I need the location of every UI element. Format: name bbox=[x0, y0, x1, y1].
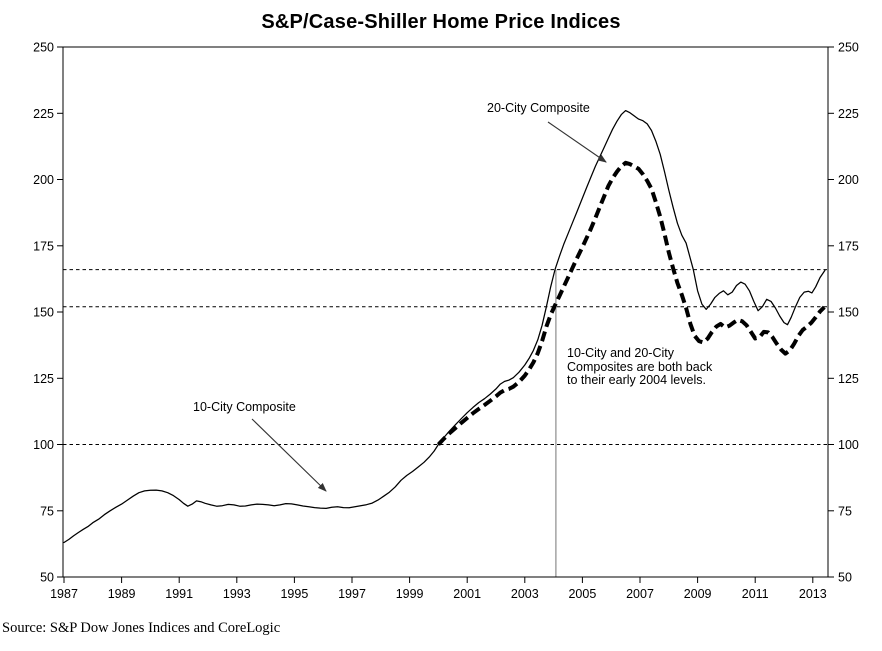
svg-text:1997: 1997 bbox=[338, 587, 366, 601]
svg-text:1993: 1993 bbox=[223, 587, 251, 601]
svg-text:200: 200 bbox=[838, 173, 859, 187]
svg-text:50: 50 bbox=[838, 571, 852, 585]
svg-text:100: 100 bbox=[33, 438, 54, 452]
svg-text:75: 75 bbox=[838, 504, 852, 518]
svg-text:2009: 2009 bbox=[684, 587, 712, 601]
annotation-arrows bbox=[251, 121, 607, 492]
svg-text:200: 200 bbox=[33, 173, 54, 187]
arrow-to-20city-peak bbox=[547, 121, 607, 163]
axes-frame-and-ticks bbox=[57, 46, 834, 583]
svg-text:2007: 2007 bbox=[626, 587, 654, 601]
svg-text:250: 250 bbox=[838, 41, 859, 55]
note-early-2004-levels: 10-City and 20-City Composites are both … bbox=[567, 346, 713, 387]
svg-text:225: 225 bbox=[838, 107, 859, 121]
svg-text:1989: 1989 bbox=[108, 587, 136, 601]
series-20-city-composite-line bbox=[436, 160, 826, 446]
svg-text:2013: 2013 bbox=[799, 587, 827, 601]
svg-text:2001: 2001 bbox=[453, 587, 481, 601]
svg-text:175: 175 bbox=[838, 239, 859, 253]
arrow-to-10city-line bbox=[251, 418, 327, 492]
series-10-city-composite-line bbox=[63, 109, 826, 544]
svg-text:2003: 2003 bbox=[511, 587, 539, 601]
svg-text:2005: 2005 bbox=[568, 587, 596, 601]
svg-text:250: 250 bbox=[33, 41, 54, 55]
axis-tick-labels: 50 50 75 75 100 100 125 125 150 150 175 175 200 200 22… bbox=[33, 41, 859, 602]
reference-dotted-lines bbox=[63, 269, 828, 445]
source-credit: Source: S&P Dow Jones Indices and CoreLo… bbox=[2, 620, 281, 636]
label-20-city-composite: 20-City Composite bbox=[487, 101, 590, 115]
svg-text:125: 125 bbox=[33, 372, 54, 386]
svg-text:1987: 1987 bbox=[50, 587, 78, 601]
svg-text:50: 50 bbox=[40, 571, 54, 585]
svg-text:1991: 1991 bbox=[165, 587, 193, 601]
svg-text:150: 150 bbox=[33, 306, 54, 320]
svg-text:225: 225 bbox=[33, 107, 54, 121]
svg-text:2011: 2011 bbox=[742, 587, 769, 601]
svg-text:1995: 1995 bbox=[280, 587, 308, 601]
svg-text:175: 175 bbox=[33, 239, 54, 253]
svg-text:150: 150 bbox=[838, 306, 859, 320]
svg-text:75: 75 bbox=[40, 504, 54, 518]
svg-text:125: 125 bbox=[838, 372, 859, 386]
label-10-city-composite: 10-City Composite bbox=[193, 400, 296, 414]
svg-text:1999: 1999 bbox=[396, 587, 424, 601]
chart-title: S&P/Case-Shiller Home Price Indices bbox=[261, 11, 621, 33]
svg-text:100: 100 bbox=[838, 438, 859, 452]
